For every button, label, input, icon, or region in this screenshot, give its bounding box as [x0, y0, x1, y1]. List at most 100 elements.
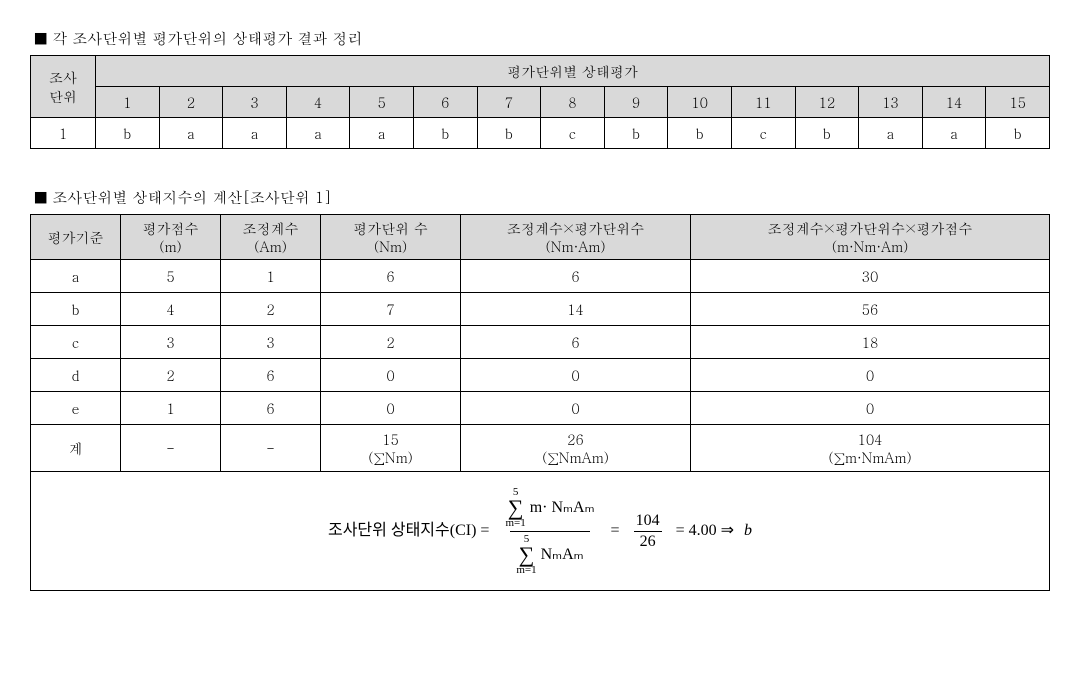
- formula-value-fraction: 104 26: [630, 511, 666, 552]
- t1-col-num: 5: [350, 87, 414, 118]
- t1-col-num: 6: [413, 87, 477, 118]
- t2-header-row: 평가기준 평가점수(m) 조정계수(Am) 평가단위 수(Nm) 조정계수×평가…: [31, 215, 1050, 260]
- t1-col-num: 11: [731, 87, 795, 118]
- t2-h2: 평가점수(m): [121, 215, 221, 260]
- t1-cell: b: [604, 118, 668, 149]
- t2-cell: 0: [461, 359, 691, 392]
- t2-h1: 평가기준: [31, 215, 121, 260]
- t1-cell: c: [541, 118, 605, 149]
- t1-cell: b: [986, 118, 1050, 149]
- table-row: e16000: [31, 392, 1050, 425]
- t1-cell: b: [96, 118, 160, 149]
- t1-corner-top: 조사: [49, 67, 77, 87]
- sigma-lower: m=1: [505, 518, 525, 529]
- t2-h5: 조정계수×평가단위수(Nm·Am): [461, 215, 691, 260]
- t1-cell: a: [350, 118, 414, 149]
- formula-nmam: NₘAₘ: [541, 547, 584, 563]
- t2-sum-cell: 15(∑Nm): [321, 425, 461, 472]
- t1-col-num: 2: [159, 87, 223, 118]
- t2-cell: 0: [321, 359, 461, 392]
- table-row: a516630: [31, 260, 1050, 293]
- sigma-icon: 5 ∑ m=1: [516, 534, 536, 576]
- table-row: b4271456: [31, 293, 1050, 326]
- t1-cell: b: [795, 118, 859, 149]
- t2-cell: 6: [461, 326, 691, 359]
- t1-col-num: 4: [286, 87, 350, 118]
- t2-sum-row: 계 - - 15(∑Nm) 26(∑NmAm) 104(∑m·NmAm): [31, 425, 1050, 472]
- t2-cell: 2: [221, 293, 321, 326]
- t1-col-num: 14: [922, 87, 986, 118]
- t2-cell: 18: [691, 326, 1050, 359]
- t2-cell: 1: [221, 260, 321, 293]
- table-row: d26000: [31, 359, 1050, 392]
- t2-cell: 3: [221, 326, 321, 359]
- t2-cell: 5: [121, 260, 221, 293]
- frac2-num: 104: [630, 511, 666, 531]
- t2-cell: b: [31, 293, 121, 326]
- formula-result: = 4.00 ⇒: [676, 521, 734, 542]
- t1-col-num: 1: [96, 87, 160, 118]
- formula-grade: b: [744, 521, 752, 542]
- t1-col-num: 8: [541, 87, 605, 118]
- t2-cell: c: [31, 326, 121, 359]
- formula-main-fraction: 5 ∑ m=1 m· NₘAₘ 5 ∑ m=1 NₘAₘ: [499, 485, 600, 578]
- t2-cell: 0: [461, 392, 691, 425]
- t2-cell: 1: [121, 392, 221, 425]
- t1-col-num: 3: [223, 87, 287, 118]
- section-1-title: ■ 각 조사단위별 평가단위의 상태평가 결과 정리: [34, 28, 1050, 49]
- t1-col-num: 15: [986, 87, 1050, 118]
- t2-formula-cell: 조사단위 상태지수(CI) = 5 ∑ m=1 m· NₘAₘ 5: [31, 472, 1050, 591]
- t2-cell: 7: [321, 293, 461, 326]
- t2-cell: 2: [121, 359, 221, 392]
- t2-cell: 6: [221, 392, 321, 425]
- t1-col-num: 9: [604, 87, 668, 118]
- t1-cell: a: [922, 118, 986, 149]
- evaluation-results-table: 조사 단위 평가단위별 상태평가 1 2 3 4 5 6 7 8 9 10 11…: [30, 55, 1050, 149]
- condition-index-table: 평가기준 평가점수(m) 조정계수(Am) 평가단위 수(Nm) 조정계수×평가…: [30, 214, 1050, 591]
- equals-1: =: [611, 521, 620, 542]
- t2-cell: 56: [691, 293, 1050, 326]
- t2-sum-cell: 계: [31, 425, 121, 472]
- t1-col-num: 13: [859, 87, 923, 118]
- t1-corner-bot: 단위: [49, 86, 77, 106]
- t2-sum-cell: 26(∑NmAm): [461, 425, 691, 472]
- t2-cell: 6: [221, 359, 321, 392]
- t2-cell: 4: [121, 293, 221, 326]
- t2-cell: d: [31, 359, 121, 392]
- formula-numerator: 5 ∑ m=1 m· NₘAₘ: [499, 485, 600, 531]
- t2-cell: 0: [691, 392, 1050, 425]
- t2-cell: 3: [121, 326, 221, 359]
- t1-cell: a: [859, 118, 923, 149]
- t1-col-num: 10: [668, 87, 732, 118]
- t2-sum-cell: 104(∑m·NmAm): [691, 425, 1050, 472]
- t1-cell: a: [286, 118, 350, 149]
- t1-cell: a: [159, 118, 223, 149]
- formula-denominator: 5 ∑ m=1 NₘAₘ: [510, 531, 589, 578]
- t2-h3: 조정계수(Am): [221, 215, 321, 260]
- t1-data-row: 1 b a a a a b b c b b c b a a b: [31, 118, 1050, 149]
- t1-corner-header: 조사 단위: [31, 56, 96, 118]
- t1-col-num: 7: [477, 87, 541, 118]
- section-2-title: ■ 조사단위별 상태지수의 계산[조사단위 1]: [34, 187, 1050, 208]
- sigma-lower: m=1: [516, 565, 536, 576]
- t1-row-label: 1: [31, 118, 96, 149]
- formula-m-dot: m·: [530, 500, 548, 516]
- t1-col-num: 12: [795, 87, 859, 118]
- t2-h4: 평가단위 수(Nm): [321, 215, 461, 260]
- t1-cell: b: [477, 118, 541, 149]
- t2-cell: 0: [321, 392, 461, 425]
- t2-sum-cell: -: [121, 425, 221, 472]
- t2-cell: 0: [691, 359, 1050, 392]
- t2-cell: 14: [461, 293, 691, 326]
- t1-cell: a: [223, 118, 287, 149]
- frac2-den: 26: [634, 531, 662, 552]
- t1-cell: b: [668, 118, 732, 149]
- t2-cell: e: [31, 392, 121, 425]
- t1-cell: c: [731, 118, 795, 149]
- t1-cell: b: [413, 118, 477, 149]
- t2-h6: 조정계수×평가단위수×평가점수(m·Nm·Am): [691, 215, 1050, 260]
- t2-cell: 6: [321, 260, 461, 293]
- formula-label: 조사단위 상태지수(CI) =: [328, 521, 489, 542]
- t1-group-header: 평가단위별 상태평가: [96, 56, 1050, 87]
- t1-col-numbers-row: 1 2 3 4 5 6 7 8 9 10 11 12 13 14 15: [31, 87, 1050, 118]
